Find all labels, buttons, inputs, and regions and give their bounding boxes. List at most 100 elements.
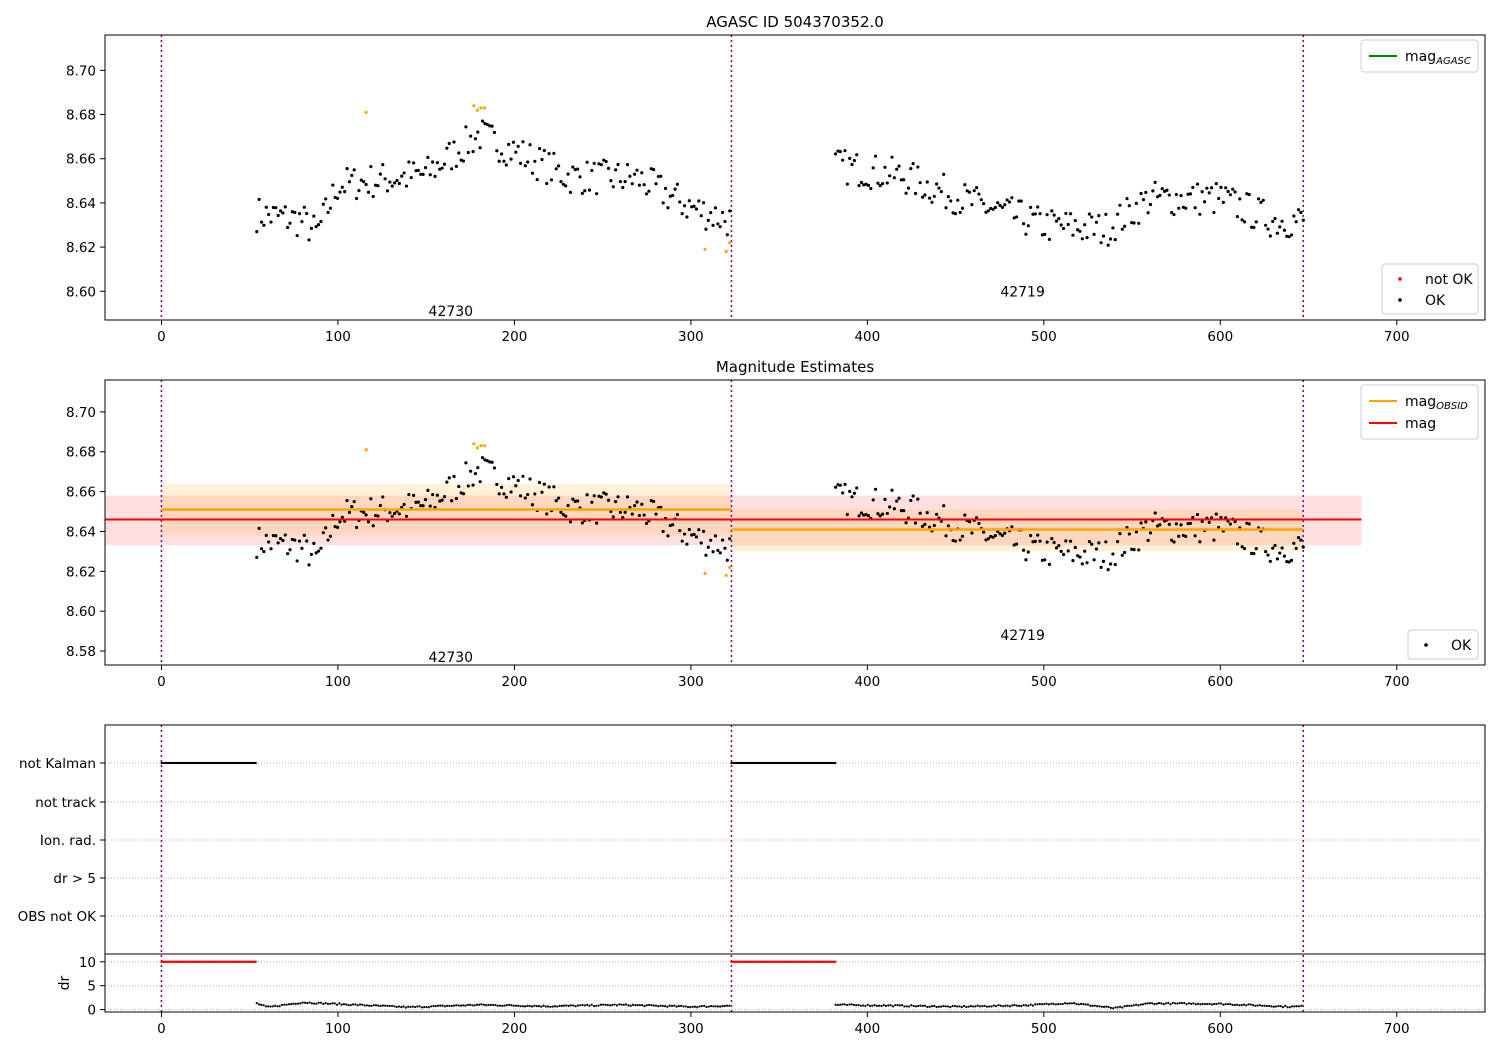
- ok-point: [986, 537, 990, 541]
- dr-point: [372, 1003, 375, 1007]
- dr-point: [901, 1004, 904, 1007]
- ok-point: [1252, 552, 1256, 556]
- dr-point: [1112, 1007, 1115, 1010]
- dr-point: [1300, 1004, 1303, 1007]
- ok-point: [305, 211, 309, 216]
- y-tick-label: 8.60: [66, 284, 96, 300]
- dr-point: [608, 1004, 612, 1007]
- ok-point: [309, 226, 314, 230]
- dr-point: [379, 1004, 382, 1008]
- dr-point: [1249, 1003, 1252, 1006]
- dr-point: [1059, 1002, 1062, 1006]
- dr-point: [949, 1006, 952, 1009]
- not-ok-point: [479, 106, 483, 110]
- ok-point: [1184, 206, 1188, 210]
- dr-point: [933, 1004, 936, 1008]
- ok-point: [927, 525, 932, 529]
- ok-point: [633, 172, 637, 176]
- obsid-label: 42719: [1000, 284, 1045, 300]
- ok-point: [599, 495, 603, 499]
- ok-point: [1202, 200, 1207, 204]
- ok-point: [725, 558, 729, 562]
- ok-point: [1172, 540, 1176, 544]
- ok-point: [1264, 223, 1268, 227]
- dr-point: [508, 1003, 511, 1006]
- dr-point: [940, 1005, 943, 1008]
- dr-point: [425, 1005, 428, 1009]
- ok-point: [1038, 539, 1042, 543]
- dr-point: [556, 1005, 559, 1008]
- ok-point: [274, 206, 278, 210]
- dr-point: [953, 1004, 956, 1008]
- ok-point: [706, 218, 710, 222]
- y-tick-label: 8.68: [66, 445, 96, 461]
- ok-point: [447, 141, 451, 146]
- not-ok-point: [475, 446, 479, 450]
- dr-point: [839, 1003, 842, 1006]
- dr-point: [1128, 1004, 1131, 1007]
- ok-point: [412, 161, 416, 165]
- dr-point: [862, 1004, 865, 1007]
- dr-point: [944, 1005, 947, 1008]
- ok-point: [276, 213, 280, 218]
- ok-point: [419, 172, 423, 176]
- ok-point: [464, 461, 468, 465]
- ok-point: [654, 512, 658, 516]
- ok-point: [711, 223, 715, 228]
- dr-point: [347, 1004, 350, 1007]
- ok-point: [982, 530, 986, 534]
- agasc-panel: AGASC ID 504370352.0 42730 42719 0 100 200 3…: [66, 13, 1486, 345]
- ok-point: [1191, 185, 1195, 190]
- x-tick-label: 0: [157, 674, 166, 690]
- ok-point: [471, 149, 475, 154]
- ok-point: [841, 491, 845, 495]
- dr-point: [535, 1005, 538, 1008]
- ok-point: [1113, 237, 1117, 242]
- ok-point: [659, 174, 663, 178]
- ok-point: [1045, 540, 1049, 544]
- dr-point: [356, 1004, 359, 1007]
- dr-point: [471, 1004, 474, 1007]
- ok-point: [347, 510, 352, 514]
- ok-point: [937, 186, 941, 190]
- ok-point: [559, 180, 563, 184]
- ok-point: [1148, 202, 1153, 207]
- ok-point: [859, 511, 864, 515]
- legend-line-label: mag: [1405, 416, 1436, 432]
- ok-point: [1174, 192, 1178, 197]
- ok-point: [885, 181, 889, 185]
- ok-point: [497, 159, 501, 163]
- ok-point: [1191, 515, 1195, 520]
- ok-point: [640, 171, 644, 175]
- ok-point: [866, 514, 871, 518]
- ok-point: [404, 184, 409, 188]
- ok-point: [530, 171, 535, 175]
- ok-point: [1125, 197, 1129, 201]
- dr-point: [361, 1003, 364, 1006]
- dr-point: [1233, 1003, 1236, 1007]
- dr-point: [407, 1005, 410, 1008]
- ok-point: [359, 178, 363, 182]
- ok-point: [566, 503, 570, 508]
- ok-point: [1296, 208, 1301, 212]
- ok-point: [902, 508, 906, 513]
- ok-point: [300, 220, 304, 224]
- not-ok-point: [472, 104, 476, 108]
- ok-point: [1033, 539, 1037, 544]
- ok-point: [1224, 186, 1228, 190]
- ok-point: [944, 534, 948, 538]
- dr-point: [496, 1004, 499, 1007]
- ok-point: [873, 154, 878, 158]
- ok-point: [944, 206, 948, 210]
- ok-point: [685, 215, 689, 219]
- dr-point: [686, 1005, 690, 1009]
- ok-point: [1200, 190, 1204, 194]
- ok-point: [1158, 523, 1162, 527]
- ok-point: [984, 538, 988, 542]
- ok-point: [888, 505, 892, 509]
- dr-point: [1107, 1005, 1110, 1009]
- ok-point: [478, 480, 482, 484]
- ok-point: [711, 550, 715, 554]
- ok-point: [614, 168, 618, 172]
